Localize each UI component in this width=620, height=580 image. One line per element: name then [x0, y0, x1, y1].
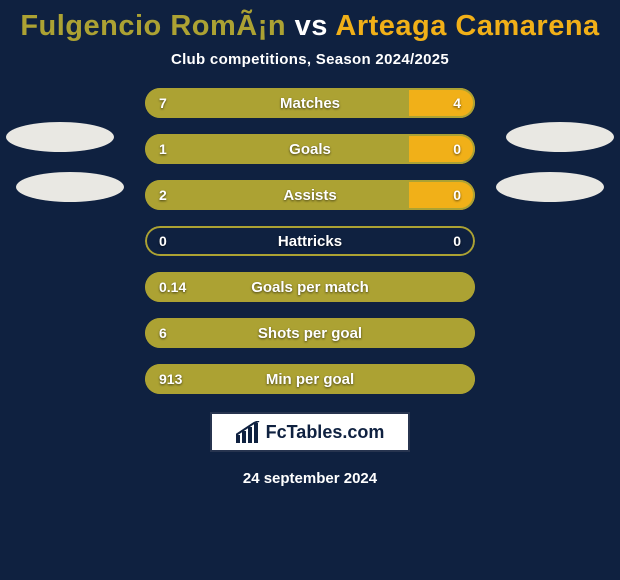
player-oval — [6, 122, 114, 152]
stat-value-right: 0 — [453, 180, 461, 210]
stat-value-right: 4 — [453, 88, 461, 118]
player-oval — [16, 172, 124, 202]
stat-value-left: 2 — [159, 180, 167, 210]
subtitle: Club competitions, Season 2024/2025 — [0, 51, 620, 88]
stat-label: Hattricks — [145, 226, 475, 256]
player-oval — [496, 172, 604, 202]
stat-value-left: 6 — [159, 318, 167, 348]
stat-value-right: 0 — [453, 226, 461, 256]
stat-label: Assists — [145, 180, 475, 210]
stat-value-left: 0 — [159, 226, 167, 256]
comparison-widget: Fulgencio RomÃ¡n vs Arteaga Camarena Clu… — [0, 0, 620, 580]
stat-value-right: 0 — [453, 134, 461, 164]
stat-value-left: 0.14 — [159, 272, 186, 302]
stat-label: Matches — [145, 88, 475, 118]
brand-logo: FcTables.com — [210, 412, 410, 452]
stat-bar: Matches7 4 — [145, 88, 475, 118]
date-text: 24 september 2024 — [0, 470, 620, 487]
page-title: Fulgencio RomÃ¡n vs Arteaga Camarena — [0, 0, 620, 51]
stat-label: Goals — [145, 134, 475, 164]
chart-icon — [236, 421, 262, 443]
stat-bar: Goals1 0 — [145, 134, 475, 164]
stat-bar: Shots per goal6 — [145, 318, 475, 348]
stat-bar: Goals per match0.14 — [145, 272, 475, 302]
stat-bar: Assists2 0 — [145, 180, 475, 210]
stat-bar: Min per goal913 — [145, 364, 475, 394]
stat-value-left: 7 — [159, 88, 167, 118]
player-oval — [506, 122, 614, 152]
stat-label: Shots per goal — [145, 318, 475, 348]
brand-text: FcTables.com — [266, 422, 385, 443]
stat-bar: Hattricks0 0 — [145, 226, 475, 256]
stat-value-left: 1 — [159, 134, 167, 164]
stat-label: Goals per match — [145, 272, 475, 302]
bars-container: Matches74Goals10Assists20Hattricks00Goal… — [145, 88, 475, 394]
stat-value-left: 913 — [159, 364, 182, 394]
stat-label: Min per goal — [145, 364, 475, 394]
